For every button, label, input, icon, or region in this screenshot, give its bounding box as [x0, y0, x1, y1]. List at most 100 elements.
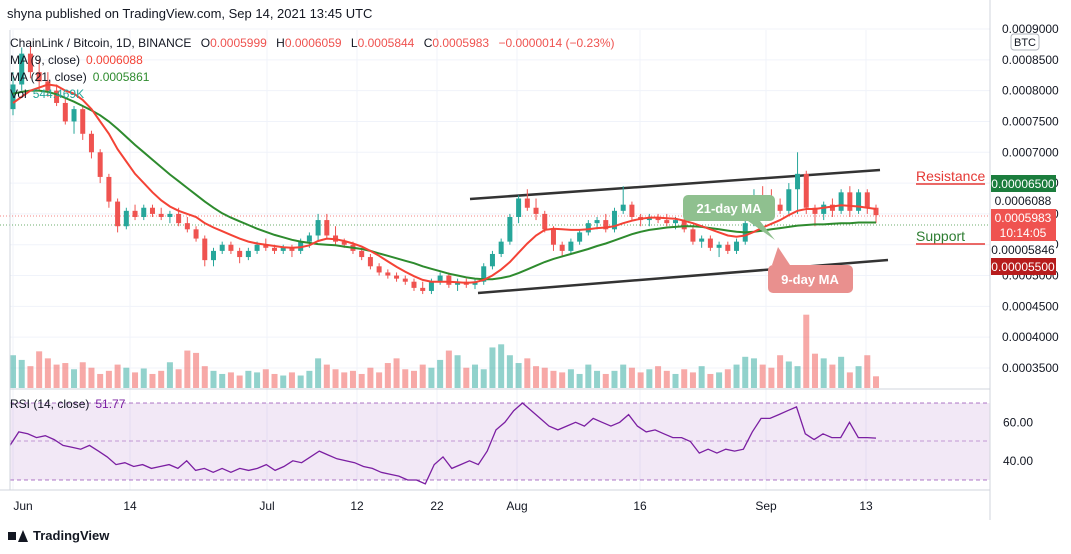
candle — [725, 241, 731, 254]
close-value: C0.0005983 — [423, 36, 490, 50]
candle — [707, 235, 713, 251]
volume-bar — [864, 355, 871, 388]
volume-legend-label: Vol — [10, 87, 27, 101]
volume-bar — [384, 363, 391, 388]
price-tick-label: 0.0008500 — [1002, 53, 1059, 67]
rsi-legend[interactable]: RSI (14, close) 51.77 — [10, 397, 131, 411]
candle — [237, 247, 243, 264]
resistance-tag — [991, 175, 1056, 192]
candle — [158, 207, 164, 221]
volume-bar — [698, 366, 705, 388]
volume-bar — [742, 356, 749, 388]
candle — [620, 186, 626, 214]
rsi-axis: 60.00 40.00 — [1003, 415, 1033, 468]
volume-bar — [524, 358, 531, 388]
volume-bar — [402, 369, 409, 388]
price-tags: 0.00006500 0.0006088 0.0005983 10:14:05 … — [991, 175, 1056, 275]
volume-bar — [210, 370, 217, 388]
volume-bar — [646, 369, 653, 388]
ma21-callout-text: 21-day MA — [696, 201, 762, 216]
symbol-label[interactable]: ChainLink / Bitcoin, 1D, BINANCE — [10, 36, 192, 50]
volume-bar — [759, 364, 766, 388]
ma21-legend[interactable]: MA (21, close) 0.0005861 — [10, 70, 155, 84]
candle — [202, 235, 208, 267]
volume-bar — [410, 370, 417, 388]
volume-bar — [288, 372, 295, 388]
time-tick-label: 22 — [430, 499, 444, 513]
volume-bar — [419, 364, 426, 388]
ma9-legend[interactable]: MA (9, close) 0.0006088 — [10, 53, 149, 67]
candle — [542, 210, 548, 233]
candle — [786, 183, 792, 214]
candle — [62, 96, 68, 125]
volume-bar — [777, 355, 784, 388]
ohlc-legend: ChainLink / Bitcoin, 1D, BINANCE O0.0005… — [10, 36, 621, 50]
time-tick-label: Jun — [13, 499, 32, 513]
time-tick-label: Sep — [755, 499, 777, 513]
candle — [856, 189, 862, 214]
candle — [446, 272, 452, 288]
volume-bar — [681, 369, 688, 388]
volume-bar — [262, 369, 269, 388]
candle — [585, 220, 591, 236]
volume-bar — [315, 358, 322, 388]
price-tick-label: 0.0007000 — [1002, 145, 1059, 159]
candle — [577, 229, 583, 245]
candle — [420, 281, 426, 295]
support-label: Support — [916, 228, 965, 244]
tradingview-brand: TradingView — [33, 528, 110, 543]
volume-bar — [794, 366, 801, 388]
price-tick-label: 0.0003500 — [1002, 361, 1059, 375]
support-tag — [991, 258, 1056, 275]
candle — [324, 213, 330, 239]
svg-text:0.0006088: 0.0006088 — [995, 194, 1052, 208]
volume-bar — [716, 372, 723, 388]
volume-legend[interactable]: Vol 544.469K — [10, 87, 90, 101]
candle — [80, 106, 86, 140]
candle — [838, 189, 844, 214]
volume-bar — [166, 362, 173, 388]
candle — [71, 106, 77, 134]
candle — [88, 130, 94, 159]
candle — [533, 198, 539, 221]
price-tick-label: 0.0004000 — [1002, 330, 1059, 344]
rsi-legend-label: RSI (14, close) — [10, 397, 90, 411]
volume-bar — [132, 372, 139, 388]
currency-label: BTC — [1014, 37, 1036, 49]
candle — [149, 204, 155, 217]
volume-bar — [855, 366, 862, 388]
volume-bar — [219, 373, 226, 388]
volume-bar — [79, 362, 86, 388]
price-tick-label: 0.0008000 — [1002, 84, 1059, 98]
volume-bar — [733, 364, 740, 388]
tradingview-footer[interactable]: TradingView — [8, 528, 109, 543]
candle — [498, 238, 504, 258]
candle — [516, 195, 522, 224]
volume-bars — [10, 314, 879, 388]
volume-bar — [445, 350, 452, 388]
candle — [132, 204, 138, 221]
candle — [550, 226, 556, 251]
candle — [394, 272, 400, 282]
volume-bar — [332, 369, 339, 388]
candle — [123, 207, 129, 230]
candle — [402, 275, 408, 285]
ma21-legend-value: 0.0005861 — [92, 70, 150, 84]
rsi-tick-label: 40.00 — [1003, 454, 1033, 468]
candle — [210, 247, 216, 267]
volume-bar — [489, 347, 496, 388]
ma9-callout-text: 9-day MA — [781, 272, 839, 287]
price-tick-label: 0.0004500 — [1002, 299, 1059, 313]
currency-badge: BTC — [1010, 33, 1040, 51]
open-value: O0.0005999 — [200, 36, 267, 50]
svg-text:0.00005500: 0.00005500 — [991, 260, 1055, 274]
tradingview-logo-icon — [8, 529, 28, 542]
candle — [141, 204, 147, 221]
candle — [437, 272, 443, 285]
ma21-line — [12, 89, 876, 281]
volume-bar — [297, 375, 304, 388]
volume-bar — [707, 373, 714, 388]
volume-bar — [201, 366, 208, 388]
change-value: −0.0000014 (−0.23%) — [498, 36, 615, 50]
